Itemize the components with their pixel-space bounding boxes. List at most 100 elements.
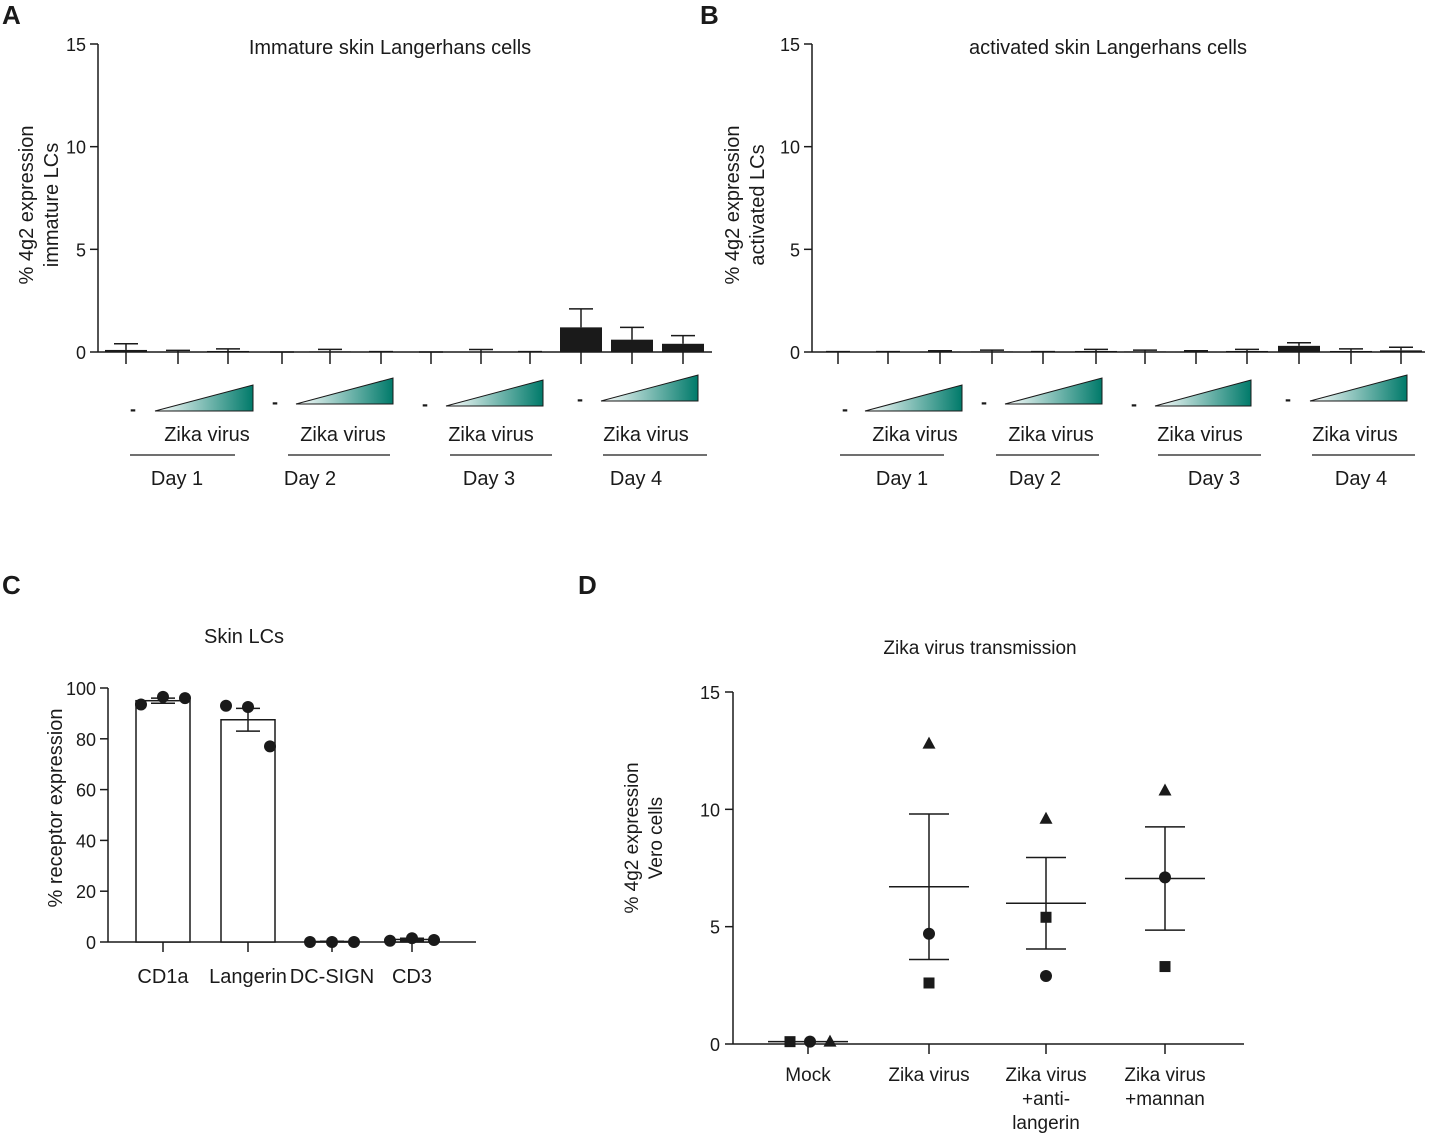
chart-d-y-tick-label: 15	[700, 683, 720, 703]
chart-d-point-triangle	[1158, 783, 1172, 796]
chart-d-x-tick-label: langerin	[1012, 1113, 1080, 1134]
chart-b-group-dash: -	[1131, 394, 1137, 414]
chart-b-group-virus-label: Zika virus	[872, 424, 958, 446]
chart-c-y-tick-label: 40	[76, 831, 96, 851]
chart-d-x-tick-label: Zika virus	[888, 1065, 969, 1086]
chart-a-y-tick-label: 0	[76, 343, 86, 363]
chart-b-day-label: Day 4	[1335, 468, 1387, 490]
chart-a-y-tick-label: 10	[66, 138, 86, 158]
panel-a-chart: Immature skin Langerhans cells % 4g2 exp…	[16, 35, 712, 490]
chart-b-bar	[971, 351, 1013, 352]
chart-b-zika-gradient-wedge	[1004, 377, 1103, 405]
chart-b-bar	[1124, 351, 1166, 352]
chart-a-group-virus-label: Zika virus	[603, 424, 689, 446]
panel-b-chart: activated skin Langerhans cells % 4g2 ex…	[722, 35, 1425, 490]
chart-a-bar	[460, 351, 502, 353]
chart-c-bar	[220, 719, 276, 943]
chart-d-y-tick-label: 0	[710, 1035, 720, 1055]
chart-b-bar	[1175, 351, 1217, 353]
chart-a-group-dash: -	[577, 389, 583, 409]
chart-d-point-triangle	[1039, 811, 1053, 824]
chart-a-zika-gradient-wedge	[445, 379, 544, 407]
chart-b-day-label: Day 1	[876, 468, 928, 490]
chart-c-data-point	[304, 936, 316, 948]
chart-d-x-tick-label: +anti-	[1022, 1089, 1070, 1110]
chart-c-x-tick-label: Langerin	[209, 966, 287, 988]
chart-c-y-tick-label: 100	[66, 679, 96, 699]
chart-b-bar	[1380, 350, 1422, 352]
chart-d-point-circle	[1040, 969, 1052, 982]
panel-letter-a: A	[2, 0, 21, 30]
chart-d-point-circle	[804, 1035, 816, 1048]
chart-a-group-dash: -	[130, 399, 136, 419]
chart-b-y-tick-label: 5	[790, 240, 800, 260]
chart-a-bar	[611, 339, 653, 352]
chart-a-group-virus-label: Zika virus	[448, 424, 534, 446]
chart-d-point-circle	[923, 927, 935, 940]
chart-a-y-tick-label: 15	[66, 35, 86, 55]
chart-d-x-tick-label: Mock	[785, 1065, 831, 1086]
chart-a-bar	[560, 327, 602, 352]
chart-c-y-tick-label: 20	[76, 882, 96, 902]
chart-d-point-square	[1159, 961, 1171, 973]
chart-d-y-tick-label: 10	[700, 800, 720, 820]
chart-b-zika-gradient-wedge	[1154, 379, 1252, 407]
chart-b-day-label: Day 3	[1188, 468, 1240, 490]
chart-c-data-point	[264, 740, 276, 753]
chart-d-y-tick-label: 5	[710, 918, 720, 938]
chart-c-data-point	[157, 690, 169, 703]
chart-d-point-square	[784, 1036, 796, 1048]
chart-d-ylabel-line1: % 4g2 expression	[622, 762, 643, 913]
chart-a-group-virus-label: Zika virus	[300, 424, 386, 446]
chart-a-title: Immature skin Langerhans cells	[249, 37, 531, 59]
chart-a-group-virus-label: Zika virus	[164, 424, 250, 446]
chart-b-bar	[1330, 350, 1372, 352]
chart-a-bar	[157, 351, 199, 353]
panel-letter-d: D	[578, 570, 597, 600]
chart-b-bar	[1278, 345, 1320, 352]
chart-c-title: Skin LCs	[204, 626, 284, 648]
chart-d-ylabel-line2: Vero cells	[646, 797, 667, 879]
chart-a-day-label: Day 1	[151, 468, 203, 490]
chart-c-data-point	[348, 936, 360, 948]
chart-c-data-point	[428, 933, 440, 946]
chart-c-data-point	[135, 698, 147, 711]
chart-d-x-tick-label: +mannan	[1125, 1089, 1205, 1110]
chart-b-day-label: Day 2	[1009, 468, 1061, 490]
chart-a-zika-gradient-wedge	[600, 374, 699, 402]
chart-a-group-dash: -	[422, 394, 428, 414]
chart-c-y-tick-label: 0	[86, 933, 96, 953]
chart-c-data-point	[179, 692, 191, 705]
chart-c-data-point	[406, 932, 418, 945]
chart-b-y-tick-label: 0	[790, 343, 800, 363]
chart-b-bar	[1075, 350, 1117, 352]
chart-a-zika-gradient-wedge	[154, 384, 254, 412]
chart-c-y-tick-label: 60	[76, 781, 96, 801]
chart-b-group-dash: -	[842, 399, 848, 419]
chart-c-data-point	[242, 701, 254, 714]
panel-letter-c: C	[2, 570, 21, 600]
chart-a-day-label: Day 3	[463, 468, 515, 490]
chart-a-bar	[309, 351, 351, 352]
chart-c-bar	[135, 699, 191, 943]
chart-c-x-tick-label: CD3	[392, 966, 432, 988]
chart-d-x-tick-label: Zika virus	[1124, 1065, 1205, 1086]
chart-b-zika-gradient-wedge	[864, 384, 963, 412]
chart-b-title: activated skin Langerhans cells	[969, 37, 1247, 59]
chart-b-ylabel-line2: activated LCs	[747, 144, 769, 265]
chart-c-data-point	[220, 699, 232, 712]
chart-a-ylabel-line2: immature LCs	[41, 143, 63, 267]
panel-letter-b: B	[700, 0, 719, 30]
chart-c-ylabel: % receptor expression	[45, 709, 67, 908]
chart-c-data-point	[326, 936, 338, 948]
chart-a-ylabel-line1: % 4g2 expression	[16, 126, 38, 285]
chart-d-title: Zika virus transmission	[883, 638, 1076, 659]
chart-b-group-virus-label: Zika virus	[1157, 424, 1243, 446]
chart-d-point-square	[923, 977, 935, 989]
chart-a-day-label: Day 2	[284, 468, 336, 490]
chart-b-group-virus-label: Zika virus	[1008, 424, 1094, 446]
chart-c-x-tick-label: DC-SIGN	[290, 966, 374, 988]
chart-a-zika-gradient-wedge	[295, 377, 394, 405]
chart-b-zika-gradient-wedge	[1309, 374, 1408, 402]
chart-a-bar	[207, 350, 249, 352]
